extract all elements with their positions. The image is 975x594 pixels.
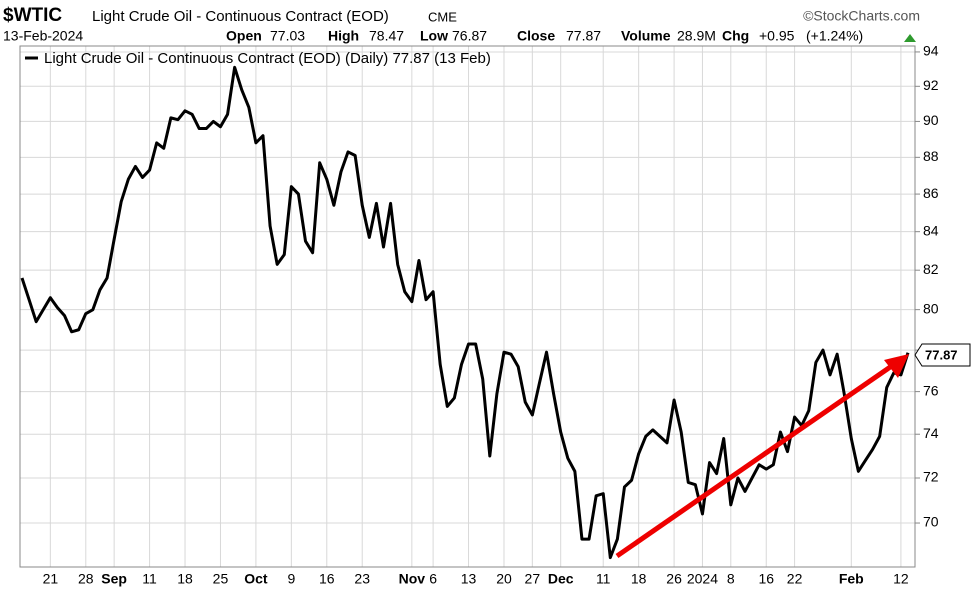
y-tick-label: 74 <box>923 425 939 441</box>
chg-pct: (+1.24%) <box>806 28 863 44</box>
x-tick-label: Feb <box>839 571 864 587</box>
y-tick-label: 86 <box>923 185 939 201</box>
last-price: 77.87 <box>925 347 958 362</box>
chg-label: Chg <box>722 28 749 44</box>
price-line <box>20 65 910 560</box>
low: 76.87 <box>452 28 487 44</box>
x-tick-label: 6 <box>429 571 437 587</box>
y-tick-label: 72 <box>923 469 939 485</box>
x-tick-label: 13 <box>461 571 477 587</box>
volume: 28.9M <box>677 28 716 44</box>
y-tick-label: 80 <box>923 300 939 316</box>
y-tick-label: 94 <box>923 43 939 59</box>
trend-arrow <box>615 360 898 559</box>
date: 13-Feb-2024 <box>3 28 83 44</box>
low-label: Low <box>420 28 448 44</box>
marks <box>20 65 910 560</box>
x-tick-label: 16 <box>319 571 335 587</box>
y-tick-label: 90 <box>923 112 939 128</box>
x-tick-label: 11 <box>596 571 611 587</box>
source: ©StockCharts.com <box>803 8 920 24</box>
y-tick-label: 76 <box>923 382 939 398</box>
y-tick-label: 88 <box>923 148 939 164</box>
x-tick-label: 26 <box>666 571 682 587</box>
open-label: Open <box>226 28 262 44</box>
volume-label: Volume <box>621 28 671 44</box>
x-tick-label: 25 <box>213 571 229 587</box>
y-tick-label: 92 <box>923 77 939 93</box>
x-tick-label: 22 <box>787 571 803 587</box>
close-label: Close <box>517 28 555 44</box>
x-tick-label: 12 <box>893 571 909 587</box>
x-tick-label: Nov <box>399 571 426 587</box>
x-tick-label: Sep <box>101 571 127 587</box>
x-tick-label: 16 <box>758 571 774 587</box>
instrument-name: Light Crude Oil - Continuous Contract (E… <box>92 8 389 25</box>
high-label: High <box>328 28 359 44</box>
up-arrow <box>904 34 916 42</box>
x-tick-label: 21 <box>43 571 59 587</box>
x-tick-label: Dec <box>548 571 574 587</box>
x-tick-label: Oct <box>244 571 268 587</box>
plot-frame <box>19 45 916 568</box>
y-tick-label: 82 <box>923 261 939 277</box>
close: 77.87 <box>566 28 601 44</box>
trend-arrow-head <box>884 354 909 378</box>
x-tick-label: 11 <box>142 571 157 587</box>
chg: +0.95 <box>759 28 795 44</box>
open: 77.03 <box>270 28 305 44</box>
symbol: $WTIC <box>3 5 62 26</box>
exchange: CME <box>428 9 457 24</box>
x-tick-label: 28 <box>78 571 94 587</box>
x-tick-label: 2024 <box>687 571 718 587</box>
y-tick-label: 70 <box>923 514 939 530</box>
y-tick-label: 84 <box>923 222 939 238</box>
legend-label: Light Crude Oil - Continuous Contract (E… <box>44 50 491 67</box>
x-tick-label: 20 <box>496 571 512 587</box>
x-tick-label: 9 <box>287 571 295 587</box>
x-tick-label: 18 <box>177 571 193 587</box>
last-price-tag <box>914 343 971 367</box>
x-tick-label: 27 <box>525 571 541 587</box>
x-tick-label: 18 <box>631 571 647 587</box>
x-tick-label: 23 <box>354 571 370 587</box>
x-tick-label: 8 <box>727 571 735 587</box>
high: 78.47 <box>369 28 404 44</box>
